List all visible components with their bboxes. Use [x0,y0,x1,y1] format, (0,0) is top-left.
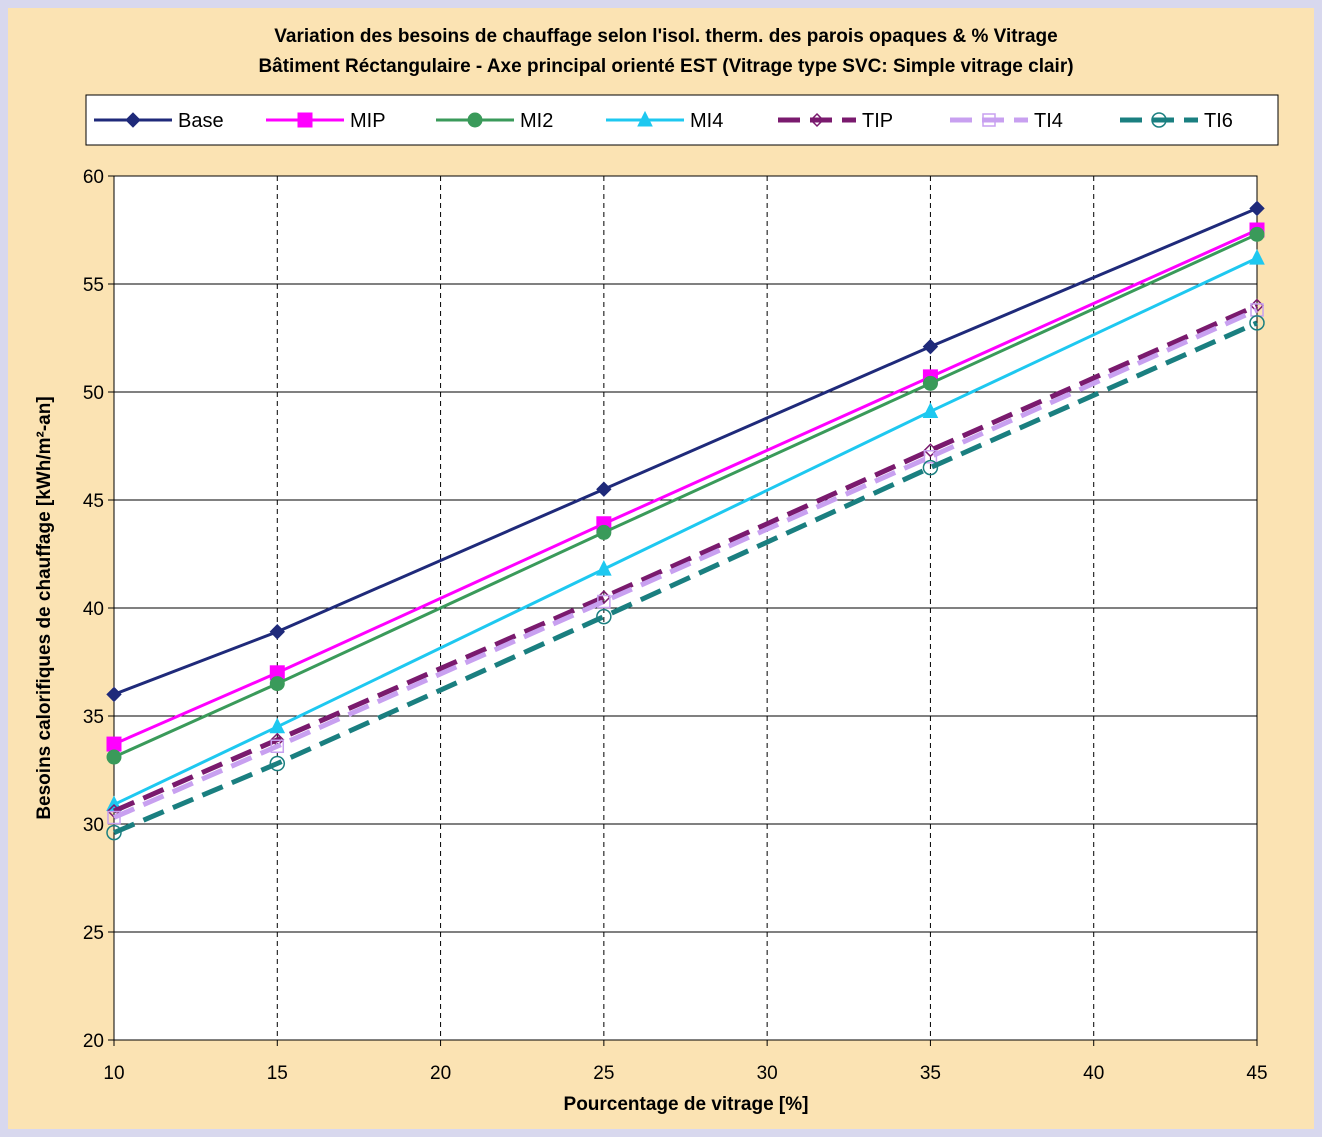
data-point [1249,226,1265,242]
legend-label: TI4 [1034,110,1063,132]
data-point [923,443,938,458]
legend-label: Base [178,110,224,132]
chart-subtitle: Bâtiment Réctangulaire - Axe principal o… [258,56,1073,77]
y-axis-title: Besoins calorifiques de chauffage [kWh/m… [34,396,55,819]
x-axis-title: Pourcentage de vitrage [%] [564,1094,809,1115]
series-line [112,307,1259,820]
legend-item-tip: TIP [778,110,893,132]
series-ti6 [106,315,1265,841]
legend-item-mi4: MI4 [606,110,723,132]
data-point [1249,315,1265,331]
data-point [1249,200,1265,217]
data-point [106,686,122,703]
legend-marker [125,112,141,128]
legend-marker [809,112,825,128]
legend-marker [467,112,483,128]
y-axis: 20 25 30 35 40 45 50 55 60 [83,167,114,1052]
legend-item-ti4: TI4 [950,110,1063,132]
data-point [269,624,285,640]
legend-label: TI6 [1204,110,1233,132]
y-tick-label: 30 [83,815,104,836]
y-tick-label: 20 [83,1031,104,1052]
line-chart: Variation des besoins de chauffage selon… [34,26,1279,1115]
x-tick-label: 30 [757,1063,778,1084]
data-point [596,608,612,625]
series-layer [106,200,1265,841]
data-point [923,450,938,464]
y-tick-label: 35 [83,707,104,728]
legend-marker [1151,112,1167,128]
chart-title: Variation des besoins de chauffage selon… [274,26,1057,47]
legend-marker [982,113,996,127]
x-tick-label: 40 [1083,1063,1104,1084]
legend-marker [637,110,653,127]
series-line [112,303,1259,814]
data-point [922,459,939,476]
x-tick-label: 35 [920,1063,941,1084]
legend: Base MIP MI2 MI4 TIP TI4 TI6 [85,94,1279,146]
y-tick-label: 60 [83,167,104,188]
legend-item-base: Base [94,110,224,132]
data-point [107,810,121,825]
chart-frame: Variation des besoins de chauffage selon… [8,8,1314,1129]
data-point [922,375,938,391]
series-mi2 [106,226,1265,765]
legend-label: MI2 [520,110,553,132]
legend-item-ti6: TI6 [1120,110,1233,132]
y-tick-label: 25 [83,923,104,944]
x-tick-label: 15 [267,1063,288,1084]
data-point [922,338,939,355]
data-point [106,824,122,841]
y-tick-label: 45 [83,491,104,512]
data-point [269,755,286,772]
legend-item-mi2: MI2 [436,110,553,132]
legend-label: TIP [862,110,893,132]
y-tick-label: 55 [83,275,104,296]
x-tick-label: 10 [103,1063,124,1084]
data-point [597,594,611,609]
y-tick-label: 40 [83,599,104,620]
x-tick-label: 45 [1246,1063,1267,1084]
data-point [596,481,612,497]
x-tick-label: 25 [593,1063,614,1084]
data-point [270,739,285,753]
data-point [269,676,285,692]
data-point [596,560,612,576]
series-base [106,200,1265,703]
x-tick-label: 20 [430,1063,451,1084]
legend-marker [297,112,313,128]
x-axis: 10 15 20 25 30 35 40 45 [103,1040,1268,1084]
legend-label: MI4 [690,110,723,132]
data-point [922,402,939,418]
data-point [1249,248,1265,265]
data-point [596,524,612,540]
data-point [106,749,122,765]
legend-label: MIP [350,110,386,132]
legend-item-mip: MIP [266,110,386,132]
series-line [113,320,1259,835]
data-point [106,736,122,752]
y-tick-label: 50 [83,383,104,404]
